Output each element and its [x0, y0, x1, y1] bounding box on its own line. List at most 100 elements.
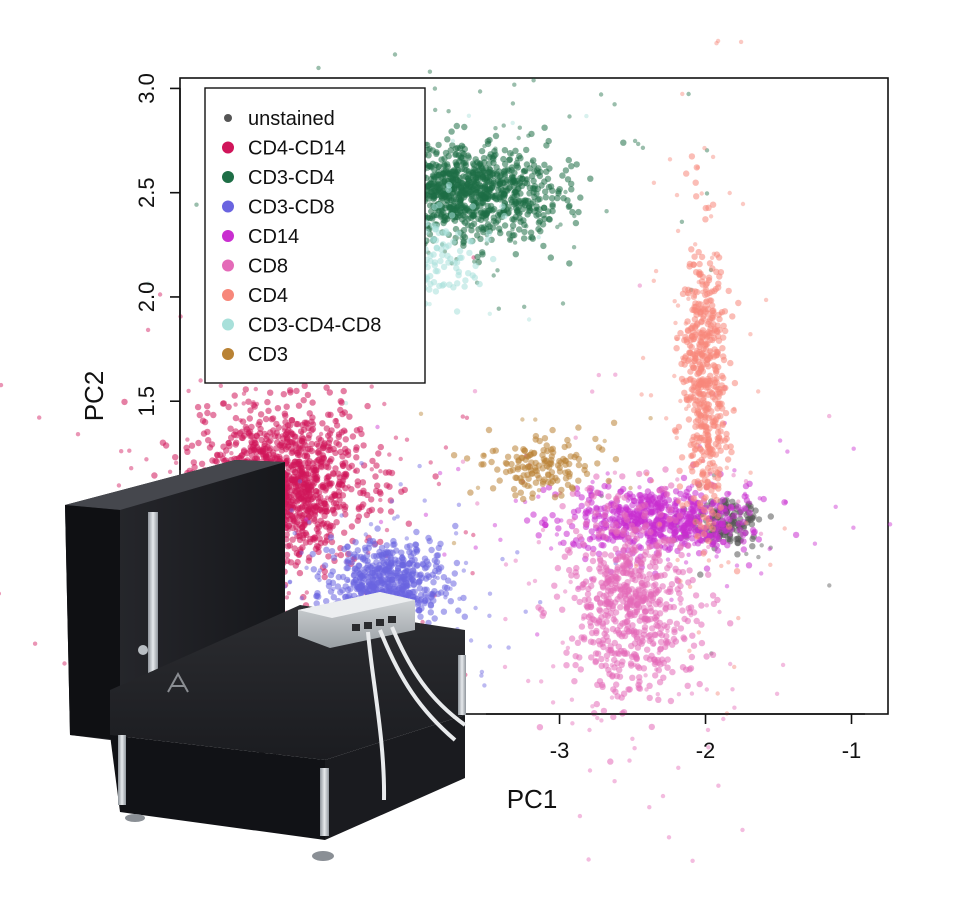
data-point: [661, 499, 668, 506]
data-point: [613, 672, 621, 680]
data-point: [430, 579, 437, 586]
data-point: [283, 551, 291, 559]
data-point: [571, 517, 576, 522]
data-point: [600, 707, 608, 715]
data-point: [587, 638, 595, 645]
data-point: [491, 194, 499, 201]
data-point: [297, 546, 304, 553]
data-point: [744, 551, 749, 557]
data-point: [617, 604, 624, 611]
data-point: [595, 715, 600, 721]
data-point: [652, 609, 659, 616]
data-point: [690, 642, 698, 649]
data-point: [251, 400, 256, 405]
data-point: [328, 427, 335, 434]
data-point: [457, 198, 464, 205]
data-point: [602, 565, 610, 572]
data-point: [239, 418, 247, 425]
data-point: [662, 604, 669, 612]
data-point: [649, 559, 656, 566]
data-point: [610, 616, 617, 623]
data-point: [377, 507, 384, 514]
data-point: [634, 663, 641, 670]
data-point: [590, 479, 595, 485]
data-point: [348, 486, 355, 493]
data-point: [633, 635, 641, 642]
data-point: [665, 557, 671, 562]
data-point: [641, 624, 649, 631]
data-point: [543, 168, 550, 175]
data-point: [185, 437, 190, 442]
data-point: [302, 442, 309, 449]
data-point: [580, 541, 587, 548]
data-point: [599, 718, 604, 723]
data-point: [332, 465, 339, 472]
data-point: [646, 682, 653, 689]
data-point: [529, 235, 536, 242]
data-point: [513, 558, 518, 563]
data-point: [62, 661, 67, 666]
data-point: [637, 283, 642, 288]
data-point: [144, 457, 149, 462]
data-point: [523, 517, 531, 524]
data-point: [667, 157, 673, 162]
data-point: [596, 555, 604, 563]
data-point: [657, 511, 664, 518]
data-point: [605, 666, 612, 674]
data-point: [567, 114, 572, 119]
data-point: [194, 202, 199, 207]
data-point: [584, 500, 591, 507]
data-point: [605, 493, 612, 500]
data-point: [513, 498, 518, 503]
data-point: [349, 433, 357, 440]
data-point: [540, 527, 546, 533]
data-point: [529, 159, 534, 164]
data-point: [620, 527, 627, 534]
data-point: [389, 549, 396, 556]
data-point: [548, 546, 554, 551]
data-point: [420, 619, 425, 625]
data-point: [368, 496, 375, 503]
data-point: [596, 606, 603, 613]
data-point: [384, 558, 391, 566]
data-point: [432, 86, 438, 91]
data-point: [372, 473, 379, 480]
data-point: [649, 478, 655, 483]
data-point: [587, 619, 594, 626]
data-point: [565, 203, 573, 210]
data-point: [692, 592, 700, 599]
data-point: [373, 559, 380, 566]
data-point: [643, 673, 648, 678]
data-point: [607, 643, 614, 650]
data-point: [460, 414, 465, 419]
data-point: [447, 174, 454, 182]
data-point: [519, 205, 527, 213]
data-point: [571, 245, 577, 250]
data-point: [719, 538, 727, 546]
data-point: [672, 565, 679, 572]
data-point: [524, 211, 531, 218]
data-point: [582, 520, 590, 527]
data-point: [506, 156, 514, 163]
data-point: [607, 610, 614, 617]
data-point: [255, 421, 262, 428]
data-point: [299, 434, 306, 441]
data-point: [252, 440, 259, 447]
data-point: [490, 170, 497, 177]
data-point: [238, 418, 243, 423]
data-point: [653, 268, 659, 274]
data-point: [674, 586, 681, 593]
data-point: [265, 407, 272, 414]
data-point: [323, 384, 330, 391]
data-point: [568, 579, 573, 585]
data-point: [300, 489, 308, 496]
data-point: [337, 406, 344, 414]
data-point: [541, 516, 548, 523]
data-point: [572, 661, 579, 669]
data-point: [636, 674, 643, 681]
data-point: [687, 604, 695, 611]
data-point: [387, 508, 395, 515]
data-point: [318, 431, 324, 437]
data-point: [271, 432, 279, 440]
